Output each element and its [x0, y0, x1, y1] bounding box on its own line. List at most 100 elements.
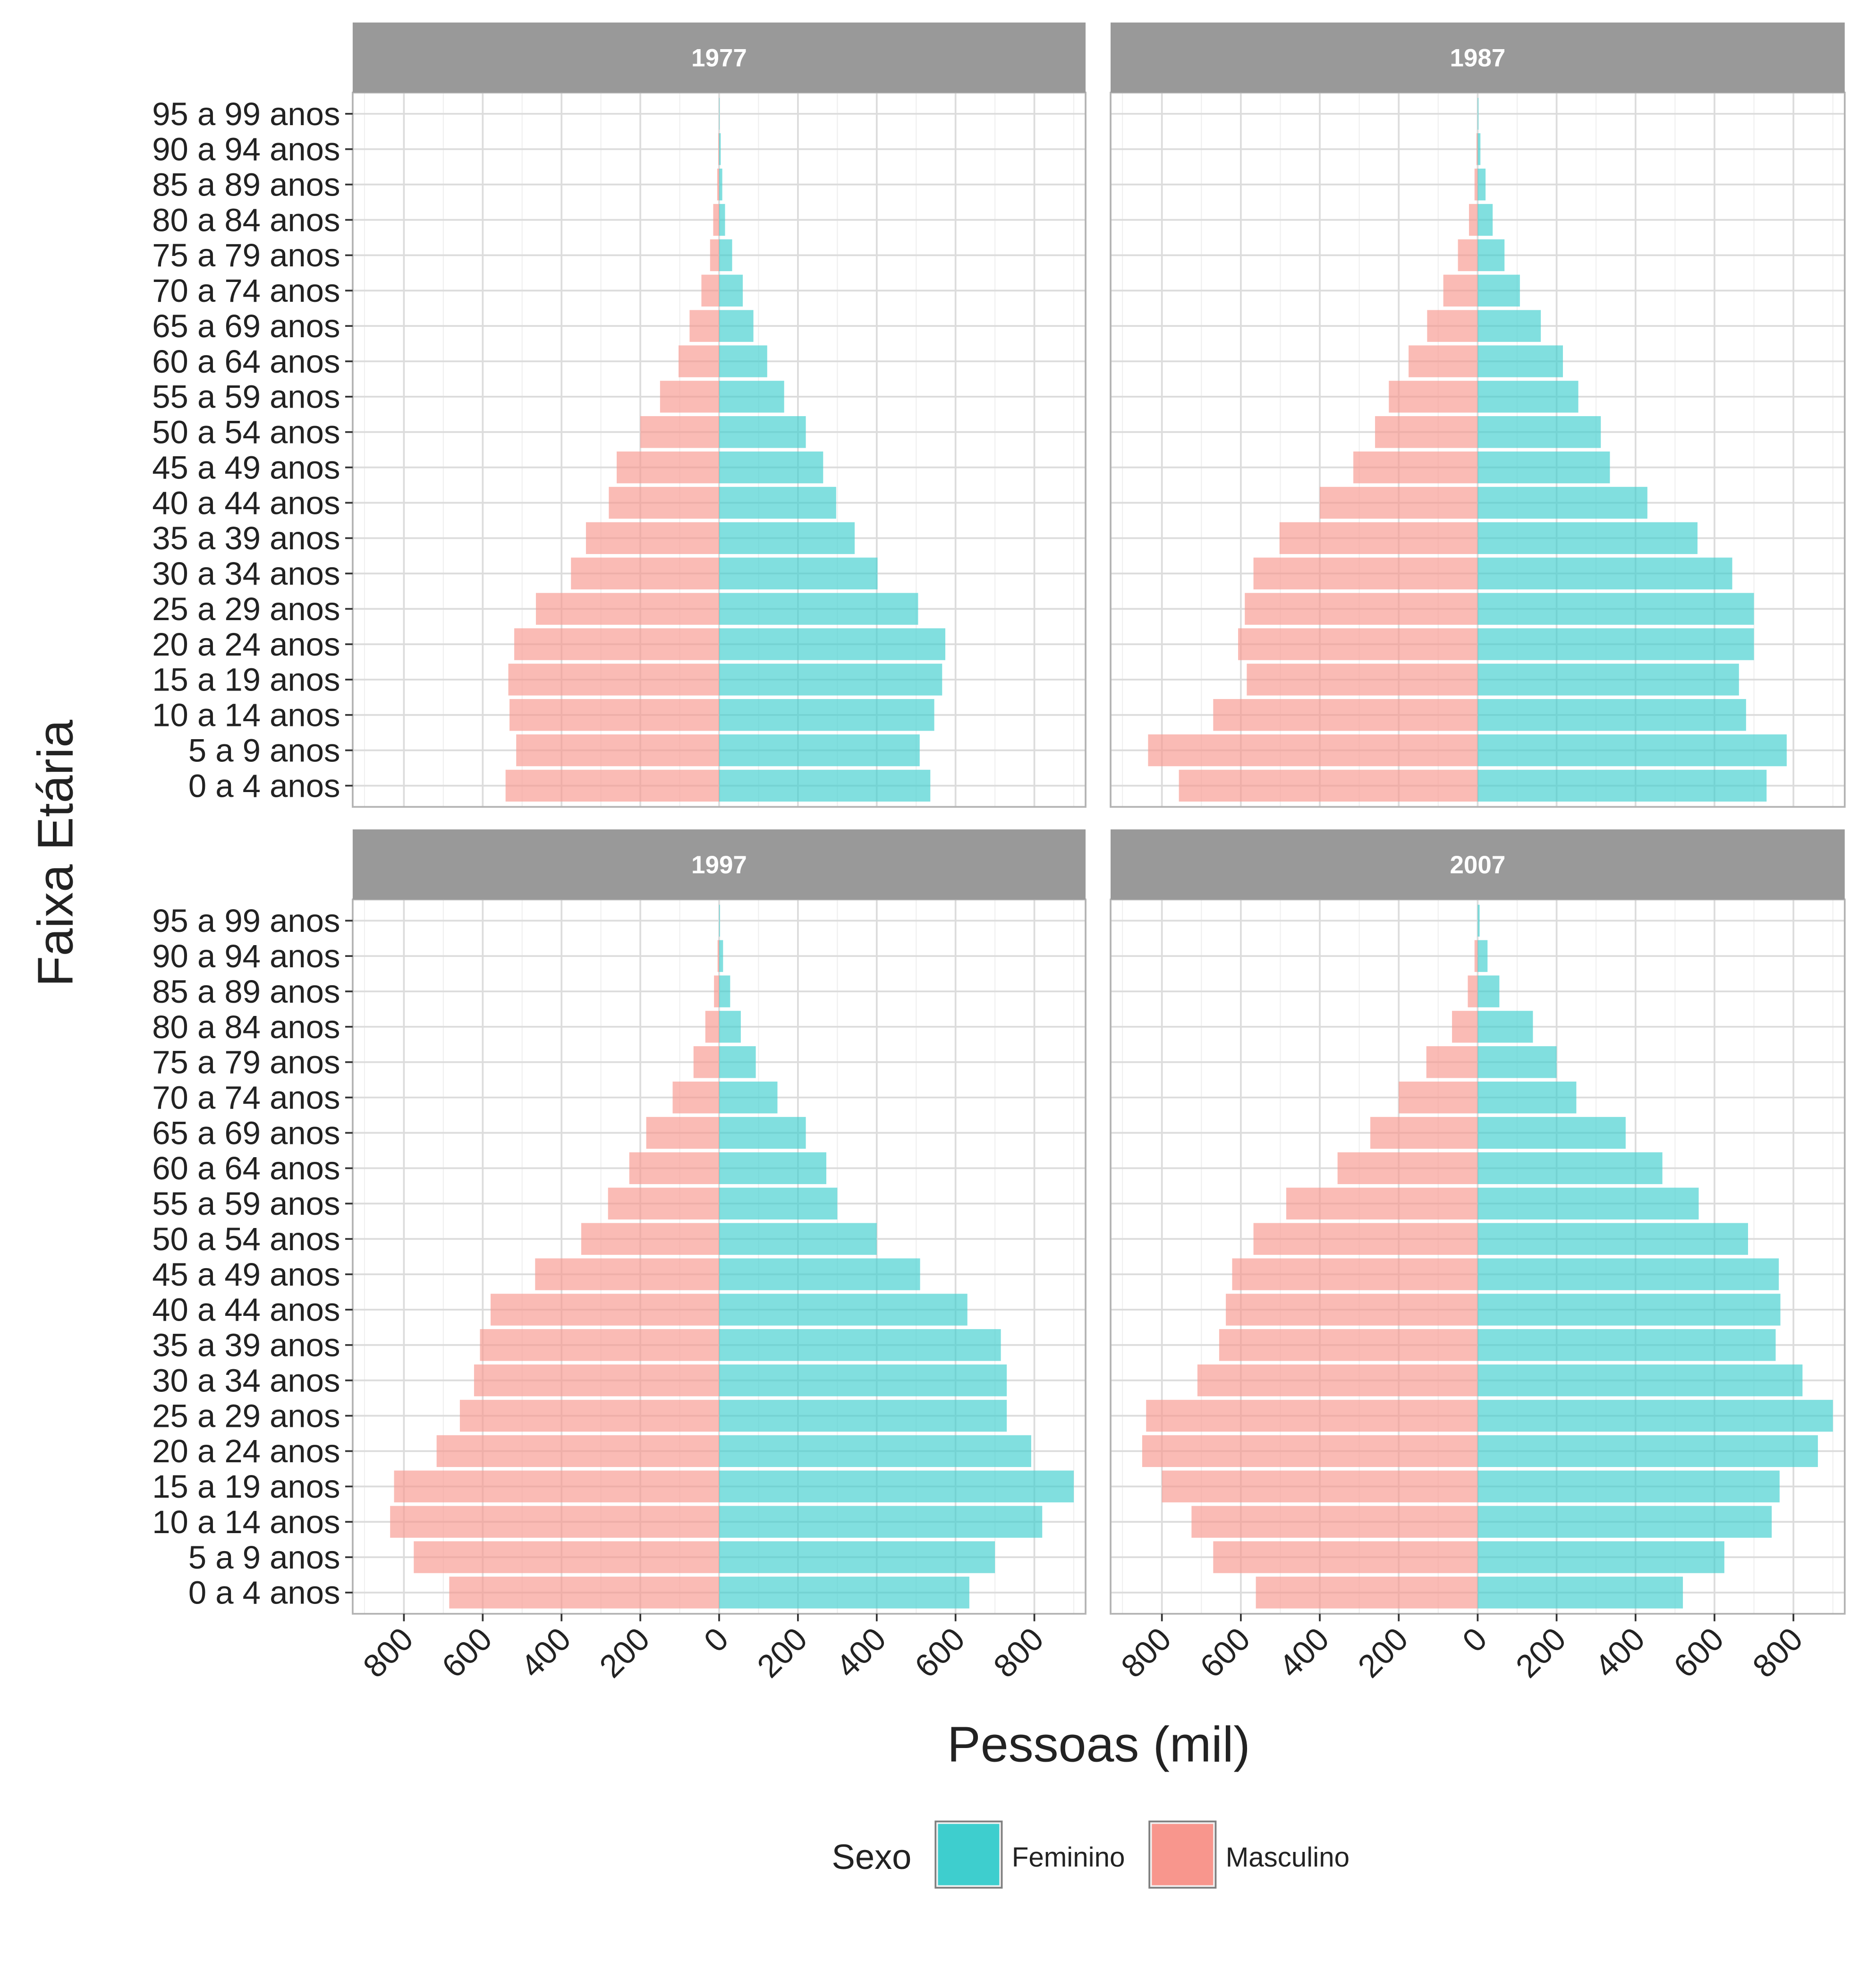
bar-feminino — [1477, 769, 1767, 802]
bar-feminino — [719, 239, 732, 272]
y-tick-label: 80 a 84 anos — [152, 202, 340, 238]
x-tick-label: 600 — [908, 1620, 972, 1685]
y-tick-label: 60 a 64 anos — [152, 343, 340, 380]
bar-feminino — [1477, 168, 1486, 201]
facet-strip-title: 1987 — [1450, 44, 1505, 72]
x-tick-label: 800 — [356, 1620, 420, 1685]
bar-masculino — [609, 486, 719, 519]
y-tick-label: 30 a 34 anos — [152, 1362, 340, 1399]
bar-masculino — [505, 769, 719, 802]
bar-feminino — [719, 1541, 995, 1573]
bar-masculino — [1476, 133, 1478, 165]
bar-masculino — [1389, 381, 1478, 413]
bar-feminino — [719, 664, 942, 696]
facet-strip-title: 2007 — [1450, 851, 1505, 879]
x-axis-title: Pessoas (mil) — [947, 1716, 1250, 1772]
y-tick-label: 40 a 44 anos — [152, 485, 340, 521]
bar-masculino — [394, 1470, 719, 1502]
bar-feminino — [719, 204, 725, 236]
bar-feminino — [1477, 1258, 1779, 1290]
bar-feminino — [1477, 940, 1488, 972]
y-tick-label: 80 a 84 anos — [152, 1009, 340, 1045]
bar-masculino — [535, 593, 719, 625]
y-tick-label: 85 a 89 anos — [152, 973, 340, 1010]
bar-masculino — [1148, 734, 1478, 767]
bar-feminino — [719, 451, 823, 484]
bar-masculino — [1458, 239, 1478, 272]
bar-masculino — [672, 1081, 719, 1114]
bar-feminino — [1477, 1577, 1683, 1609]
legend-swatch-masculino — [1152, 1824, 1214, 1885]
bar-masculino — [508, 664, 719, 696]
bar-feminino — [719, 699, 934, 731]
bar-feminino — [719, 133, 721, 165]
x-tick-label: 400 — [1588, 1620, 1652, 1685]
bar-feminino — [1477, 1294, 1781, 1326]
y-tick-label: 35 a 39 anos — [152, 1327, 340, 1364]
bar-feminino — [1477, 664, 1739, 696]
y-tick-label: 5 a 9 anos — [188, 1539, 340, 1576]
bar-feminino — [719, 1470, 1074, 1502]
bar-masculino — [714, 975, 719, 1007]
bar-masculino — [1469, 204, 1478, 236]
bar-feminino — [1477, 98, 1479, 130]
y-tick-label: 90 a 94 anos — [152, 131, 340, 168]
bar-feminino — [1477, 133, 1481, 165]
y-tick-label: 75 a 79 anos — [152, 237, 340, 273]
legend: Sexo Feminino Masculino — [832, 1820, 1350, 1889]
y-tick-label: 20 a 24 anos — [152, 1433, 340, 1469]
bar-masculino — [1279, 522, 1478, 554]
bar-feminino — [1477, 557, 1732, 589]
bar-feminino — [1477, 1152, 1663, 1185]
bar-masculino — [1474, 168, 1478, 201]
bar-masculino — [1474, 940, 1478, 972]
bar-feminino — [719, 1223, 877, 1255]
facet-strip — [352, 829, 1086, 900]
y-tick-label: 0 a 4 anos — [188, 1575, 340, 1611]
bar-masculino — [509, 699, 719, 731]
y-tick-label: 15 a 19 anos — [152, 662, 340, 698]
bar-feminino — [1477, 274, 1520, 307]
bar-feminino — [719, 381, 784, 413]
y-tick-label: 45 a 49 anos — [152, 1256, 340, 1293]
bar-feminino — [1477, 204, 1493, 236]
bar-masculino — [1468, 975, 1478, 1007]
y-axis-title: Faixa Etária — [28, 720, 84, 987]
bar-feminino — [1477, 310, 1541, 342]
x-tick-label: 200 — [750, 1620, 815, 1685]
bar-masculino — [1245, 593, 1478, 625]
bar-feminino — [719, 1577, 969, 1609]
bar-feminino — [1477, 381, 1579, 413]
bar-feminino — [719, 1152, 826, 1185]
bar-feminino — [1477, 1187, 1699, 1220]
bar-masculino — [581, 1223, 719, 1255]
bar-feminino — [1477, 1046, 1557, 1078]
bar-feminino — [1477, 451, 1610, 484]
bar-masculino — [608, 1187, 719, 1220]
bar-masculino — [1256, 1577, 1478, 1609]
y-tick-label: 15 a 19 anos — [152, 1468, 340, 1505]
bar-masculino — [535, 1258, 719, 1290]
legend-label-feminino: Feminino — [1012, 1842, 1125, 1873]
bar-feminino — [719, 168, 722, 201]
bar-masculino — [1146, 1399, 1478, 1432]
x-tick-label: 600 — [1193, 1620, 1257, 1685]
bar-feminino — [719, 274, 743, 307]
y-tick-label: 5 a 9 anos — [188, 732, 340, 768]
bar-masculino — [1191, 1506, 1478, 1538]
bar-feminino — [1477, 1011, 1533, 1043]
bar-masculino — [586, 522, 719, 554]
bar-feminino — [1477, 975, 1500, 1007]
bar-masculino — [1247, 664, 1478, 696]
bar-feminino — [719, 310, 754, 342]
x-tick-label: 600 — [435, 1620, 499, 1685]
bar-masculino — [629, 1152, 719, 1185]
bar-feminino — [1477, 1117, 1626, 1149]
x-tick-label: 400 — [514, 1620, 578, 1685]
panel-1987: 1987 — [1110, 22, 1846, 808]
bar-masculino — [679, 345, 719, 377]
